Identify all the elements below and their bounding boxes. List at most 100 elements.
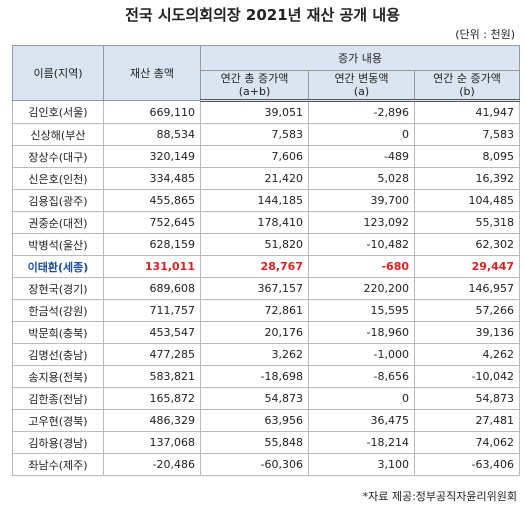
- table-row: 신상해(부산 88,534 7,583 0 7,583: [12, 123, 521, 146]
- value-cell: 144,185: [200, 189, 309, 212]
- value-cell: 54,873: [413, 387, 521, 410]
- value-cell: 146,957: [413, 277, 521, 300]
- table-row: 한금석(강원) 711,757 72,861 15,595 57,266: [12, 299, 521, 322]
- value-cell: 123,092: [308, 211, 415, 234]
- name-cell: 김용집(광주): [12, 189, 104, 212]
- value-cell: 334,485: [103, 167, 201, 190]
- table-row: 김하용(경남) 137,068 55,848 -18,214 74,062: [12, 431, 521, 454]
- table-row: 김용집(광주) 455,865 144,185 39,700 104,485: [12, 189, 521, 212]
- header-sub-line: (b): [459, 85, 475, 98]
- value-cell: 165,872: [103, 387, 201, 410]
- value-cell: 39,051: [200, 100, 309, 124]
- value-cell: -2,896: [308, 100, 415, 124]
- value-cell: -489: [308, 145, 415, 168]
- value-cell: 628,159: [103, 233, 201, 256]
- name-cell: 김인호(서울): [12, 100, 104, 124]
- table-row: 박병석(울산) 628,159 51,820 -10,482 62,302: [12, 233, 521, 256]
- table-row: 김인호(서울) 669,110 39,051 -2,896 41,947: [12, 100, 521, 124]
- name-cell: 김하용(경남): [12, 431, 104, 454]
- value-cell: 72,861: [200, 299, 309, 322]
- value-cell: 583,821: [103, 365, 201, 388]
- header-sub-line: 연간 총 증가액: [220, 72, 289, 85]
- value-cell: 15,595: [308, 299, 415, 322]
- value-cell: 16,392: [413, 167, 521, 190]
- value-cell: 62,302: [413, 233, 521, 256]
- table-row: 이태환(세종) 131,011 28,767 -680 29,447: [12, 255, 521, 278]
- name-cell: 박문희(충북): [12, 321, 104, 344]
- value-cell: -18,960: [308, 321, 415, 344]
- value-cell: 51,820: [200, 233, 309, 256]
- value-cell: 39,136: [413, 321, 521, 344]
- header-sub-line: 연간 변동액: [334, 72, 389, 85]
- value-cell: 3,100: [308, 453, 415, 476]
- value-cell: 55,848: [200, 431, 309, 454]
- value-cell: 20,176: [200, 321, 309, 344]
- value-cell: 8,095: [413, 145, 521, 168]
- name-cell: 장현국(경기): [12, 277, 104, 300]
- table-row: 신은호(인천) 334,485 21,420 5,028 16,392: [12, 167, 521, 190]
- value-cell: -1,000: [308, 343, 415, 366]
- header-name: 이름(지역): [12, 45, 104, 101]
- table-row: 김명선(충남) 477,285 3,262 -1,000 4,262: [12, 343, 521, 366]
- table-row: 송지용(전북) 583,821 -18,698 -8,656 -10,042: [12, 365, 521, 388]
- value-cell: 4,262: [413, 343, 521, 366]
- value-cell: 137,068: [103, 431, 201, 454]
- header-total: 재산 총액: [103, 45, 201, 101]
- table-row: 권중순(대전) 752,645 178,410 123,092 55,318: [12, 211, 521, 234]
- value-cell: -8,656: [308, 365, 415, 388]
- value-cell: 39,700: [308, 189, 415, 212]
- name-cell: 송지용(전북): [12, 365, 104, 388]
- value-cell: 7,583: [413, 123, 521, 146]
- title: 전국 시도의회의장 2021년 재산 공개 내용: [125, 6, 400, 24]
- table-row: 장현국(경기) 689,608 367,157 220,200 146,957: [12, 277, 521, 300]
- value-cell: 41,947: [413, 100, 521, 124]
- header-sub: 연간 변동액 (a): [308, 70, 415, 102]
- value-cell: 5,028: [308, 167, 415, 190]
- name-cell: 고우현(경북): [12, 409, 104, 432]
- value-cell: 752,645: [103, 211, 201, 234]
- value-cell: 453,547: [103, 321, 201, 344]
- value-cell: 55,318: [413, 211, 521, 234]
- value-cell: 0: [308, 387, 415, 410]
- value-cell: 178,410: [200, 211, 309, 234]
- value-cell: 711,757: [103, 299, 201, 322]
- value-cell: 57,266: [413, 299, 521, 322]
- value-cell: 477,285: [103, 343, 201, 366]
- unit: (단위 : 천원): [455, 28, 515, 41]
- source: *자료 제공:정부공직자윤리위원회: [362, 490, 517, 503]
- table-row: 좌남수(제주) -20,486 -60,306 3,100 -63,406: [12, 453, 521, 476]
- value-cell: 74,062: [413, 431, 521, 454]
- value-cell: 27,481: [413, 409, 521, 432]
- value-cell: 131,011: [103, 255, 201, 278]
- name-cell: 장상수(대구): [12, 145, 104, 168]
- value-cell: -18,698: [200, 365, 309, 388]
- value-cell: 3,262: [200, 343, 309, 366]
- value-cell: 669,110: [103, 100, 201, 124]
- value-cell: 7,606: [200, 145, 309, 168]
- name-cell: 신상해(부산: [12, 123, 104, 146]
- header-sub-line: 연간 순 증가액: [433, 72, 501, 85]
- table-row: 박문희(충북) 453,547 20,176 -18,960 39,136: [12, 321, 521, 344]
- value-cell: 7,583: [200, 123, 309, 146]
- value-cell: 88,534: [103, 123, 201, 146]
- name-cell: 김명선(충남): [12, 343, 104, 366]
- value-cell: 455,865: [103, 189, 201, 212]
- value-cell: 689,608: [103, 277, 201, 300]
- table-row: 장상수(대구) 320,149 7,606 -489 8,095: [12, 145, 521, 168]
- value-cell: 0: [308, 123, 415, 146]
- header-sub-line: (a+b): [238, 85, 271, 98]
- name-cell: 김한종(전남): [12, 387, 104, 410]
- table-row: 김한종(전남) 165,872 54,873 0 54,873: [12, 387, 521, 410]
- value-cell: -10,042: [413, 365, 521, 388]
- name-cell: 좌남수(제주): [12, 453, 104, 476]
- value-cell: 104,485: [413, 189, 521, 212]
- asset-table: 이름(지역) 재산 총액 증가 내용 연간 총 증가액 (a+b) 연간 변동액 (a…: [12, 45, 521, 476]
- value-cell: -680: [308, 255, 415, 278]
- value-cell: -60,306: [200, 453, 309, 476]
- header-group: 증가 내용: [199, 45, 521, 71]
- name-cell: 이태환(세종): [12, 255, 104, 278]
- value-cell: 28,767: [200, 255, 309, 278]
- table-row: 고우현(경북) 486,329 63,956 36,475 27,481: [12, 409, 521, 432]
- value-cell: -63,406: [413, 453, 521, 476]
